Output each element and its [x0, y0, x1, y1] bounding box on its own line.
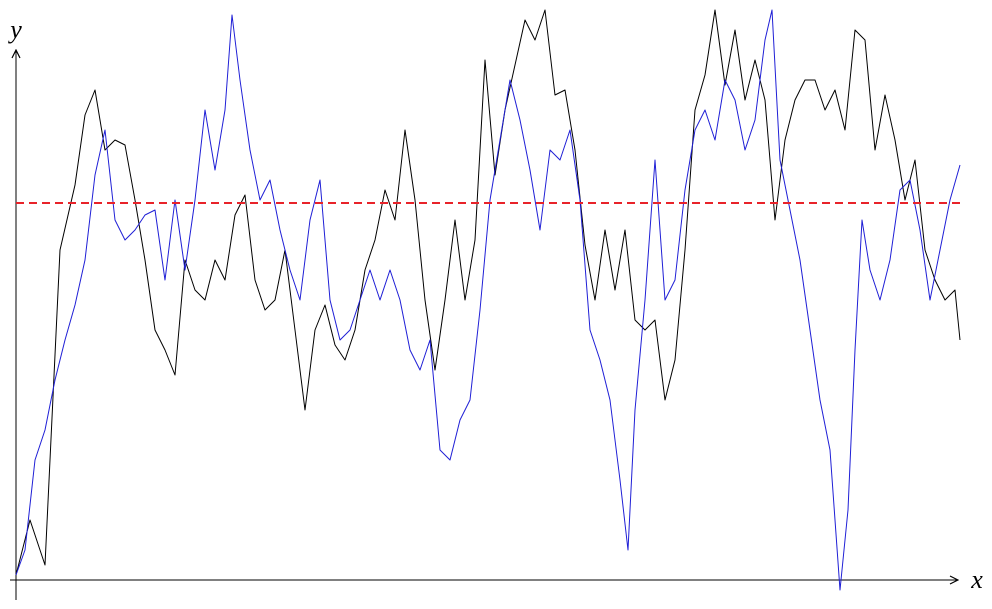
y-axis-label: y — [7, 15, 22, 44]
x-axis-label: x — [970, 565, 983, 594]
series-line — [15, 9, 961, 591]
series-line — [15, 9, 961, 576]
